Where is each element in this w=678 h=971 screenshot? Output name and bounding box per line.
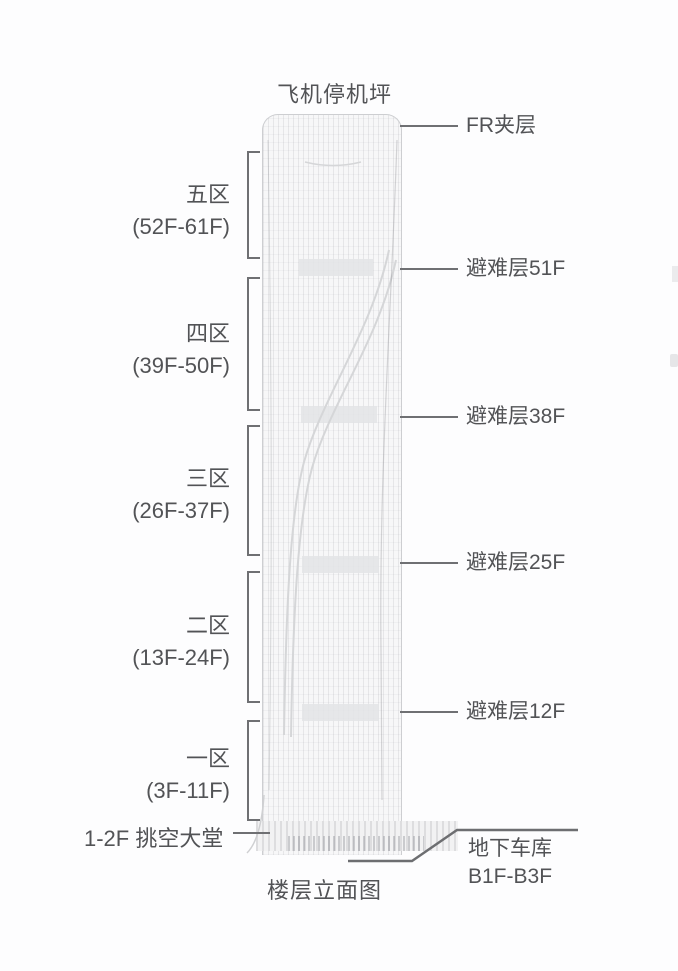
refuge-floor-band-25f [302,556,379,573]
refuge-floor-band-12f [302,704,379,721]
zone2-bracket [247,571,260,703]
zone4-name: 四区 [185,321,230,346]
basement-garage-name: 地下车库 [468,837,552,860]
fr-mezzanine-leader-line [400,125,458,127]
zone3-label: 三区 (26F-37F) [132,463,230,527]
building-lobby-strip [288,836,424,851]
zone1-range: (3F-11F) [146,778,230,803]
refuge-51f-label: 避难层51F [466,257,566,280]
basement-garage-range: B1F-B3F [468,865,553,888]
diagram-title: 楼层立面图 [267,878,383,903]
photo-edge-artifact [672,266,678,282]
fr-mezzanine-label: FR夹层 [466,114,536,137]
refuge-12f-label: 避难层12F [466,700,566,723]
photo-edge-artifact [670,354,678,367]
refuge-38f-leader-line [400,416,458,418]
zone2-name: 二区 [185,613,230,638]
refuge-25f-leader-line [400,562,458,564]
refuge-38f-label: 避难层38F [466,405,566,428]
refuge-51f-leader-line [400,268,458,270]
zone1-label: 一区 (3F-11F) [146,743,230,807]
zone5-bracket [247,151,260,259]
helipad-label: 飞机停机坪 [277,82,393,107]
zone5-label: 五区 (52F-61F) [132,179,230,243]
basement-garage-label: 地下车库 B1F-B3F [468,835,552,891]
refuge-floor-band-38f [301,406,377,423]
zone4-range: (39F-50F) [132,353,230,378]
building-tower-facade [262,114,402,855]
lobby-label: 1-2F 挑空大堂 [84,826,224,851]
zone4-bracket [247,277,260,411]
zone5-range: (52F-61F) [132,214,230,239]
zone1-name: 一区 [185,746,230,771]
refuge-12f-leader-line [400,711,458,713]
zone3-bracket [247,425,260,556]
zone2-range: (13F-24F) [132,645,230,670]
zone2-label: 二区 (13F-24F) [132,610,230,674]
zone3-range: (26F-37F) [132,498,230,523]
lobby-leader-line [233,832,270,834]
refuge-25f-label: 避难层25F [466,551,566,574]
zone1-bracket [247,720,260,821]
zone3-name: 三区 [185,466,230,491]
refuge-floor-band-51f [299,259,373,276]
zone4-label: 四区 (39F-50F) [132,318,230,382]
zone5-name: 五区 [185,182,230,207]
